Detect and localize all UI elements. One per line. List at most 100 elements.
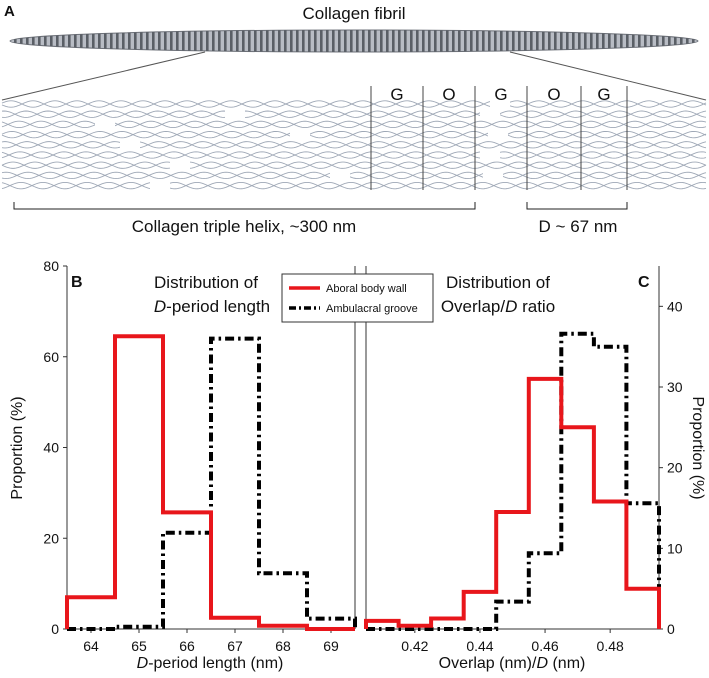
helix-gap: [120, 139, 140, 150]
fibril-stripe: [140, 30, 143, 52]
fibril-stripe: [188, 30, 191, 52]
fibril-label: Collagen fibril: [303, 4, 406, 23]
fibril-stripe: [578, 30, 581, 52]
fibril-stripe: [290, 30, 293, 52]
fibril-stripe: [500, 30, 503, 52]
histogram-bin: [496, 512, 529, 629]
fibril-stripe: [248, 30, 251, 52]
helix-gap: [290, 129, 310, 140]
histogram-bin: [561, 334, 577, 629]
fibril-stripe: [110, 30, 113, 52]
helix-strand: [1, 171, 707, 180]
band-separators: [370, 86, 628, 190]
x-tick-label: 69: [323, 638, 339, 654]
chart-c-title-line1: Distribution of: [446, 273, 550, 292]
legend-box: [281, 273, 434, 323]
helix-length-label: Collagen triple helix, ~300 nm: [132, 217, 356, 236]
fibril-stripe: [446, 30, 449, 52]
x-tick-label: 68: [275, 638, 291, 654]
fibril-stripe: [308, 30, 311, 52]
fibril-stripe: [20, 30, 23, 52]
band-label-g: G: [390, 85, 403, 104]
fibril-stripe: [200, 30, 203, 52]
fibril-stripe: [278, 30, 281, 52]
helix-strand: [1, 141, 707, 149]
fibril-stripe: [332, 30, 335, 52]
fibril-stripe: [590, 30, 593, 52]
fibril-stripe: [452, 30, 455, 52]
helix-strand: [1, 161, 707, 169]
fibril-stripe: [302, 30, 305, 52]
fibril-stripe: [266, 30, 269, 52]
fibril-stripe: [572, 30, 575, 52]
y-tick-label: 20: [667, 460, 683, 476]
helix-gap: [483, 170, 503, 181]
fibril-stripe: [512, 30, 515, 52]
fibril-stripes: [14, 30, 695, 52]
fibril-stripe: [404, 30, 407, 52]
fibril-stripe: [356, 30, 359, 52]
fibril-stripe: [680, 30, 683, 52]
chart-b-xlabel: D-period length (nm): [137, 655, 284, 672]
fibril-stripe: [68, 30, 71, 52]
fibril-stripe: [608, 30, 611, 52]
series-step-aboral-body-wall: [364, 376, 661, 629]
fibril-stripe: [374, 30, 377, 52]
band-label-o: O: [442, 85, 455, 104]
fibril-stripe: [392, 30, 395, 52]
fibril-stripe: [218, 30, 221, 52]
fibril-stripe: [530, 30, 533, 52]
histogram-bin: [626, 503, 659, 629]
y-tick-label: 30: [667, 379, 683, 395]
fibril-stripe: [206, 30, 209, 52]
fibril-stripe: [686, 30, 689, 52]
fibril-stripe: [224, 30, 227, 52]
fibril-stripe: [62, 30, 65, 52]
y-tick-label: 20: [43, 530, 59, 546]
helix-gap: [480, 150, 500, 160]
fibril-stripe: [476, 30, 479, 52]
fibril-stripe: [128, 30, 131, 52]
histogram-bin: [259, 573, 307, 629]
fibril-stripe: [230, 30, 233, 52]
fibril-stripe: [116, 30, 119, 52]
panel-a-letter: A: [4, 3, 15, 20]
fibril-stripe: [344, 30, 347, 52]
helix-gap: [170, 160, 190, 171]
helix-strand: [1, 110, 707, 118]
fibril-stripe: [662, 30, 665, 52]
fibril-stripe: [50, 30, 53, 52]
x-tick-label: 0.42: [401, 638, 428, 654]
helix-strand: [1, 100, 707, 108]
fibril-stripe: [326, 30, 329, 52]
series-step-ambulacral-groove: [366, 331, 661, 631]
fibril-stripe: [398, 30, 401, 52]
fibril-stripe: [506, 30, 509, 52]
chart-b: 64 65 66 67 68 69 0 20 40 60 80: [43, 258, 357, 654]
fibril-stripe: [458, 30, 461, 52]
fibril-stripe: [494, 30, 497, 52]
fibril-stripe: [92, 30, 95, 52]
fibril-stripe: [320, 30, 323, 52]
fibril-stripe: [98, 30, 101, 52]
fibril-stripe: [518, 30, 521, 52]
helix-strand: [1, 120, 707, 129]
fibril-stripe: [620, 30, 623, 52]
fibril-stripe: [272, 30, 275, 52]
fibril-stripe: [542, 30, 545, 52]
fibril-stripe: [74, 30, 77, 52]
fibril-stripe: [434, 30, 437, 52]
histogram-bin: [67, 597, 115, 629]
helix-strand: [1, 120, 707, 129]
band-label-g: G: [494, 85, 507, 104]
chart-c-title-line2: Overlap/D ratio: [441, 297, 555, 316]
chart-c-ylabel: Proportion (%): [689, 396, 706, 499]
y-tick-label: 0: [667, 621, 675, 637]
d-period-bracket: [526, 202, 628, 210]
fibril-stripe: [488, 30, 491, 52]
fibril-stripe: [650, 30, 653, 52]
fibril-stripe: [32, 30, 35, 52]
x-tick-label: 0.48: [597, 638, 624, 654]
legend-label-aboral: Aboral body wall: [326, 283, 407, 295]
